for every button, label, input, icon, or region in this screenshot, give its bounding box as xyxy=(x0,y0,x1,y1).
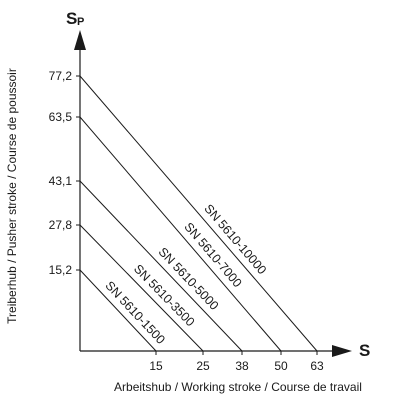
x-axis-symbol: S xyxy=(359,341,370,360)
series-line xyxy=(79,269,157,352)
y-tick-label: 27,8 xyxy=(49,218,73,232)
x-tick-label: 15 xyxy=(149,359,163,373)
y-tick-label: 43,1 xyxy=(49,174,73,188)
series-line xyxy=(79,116,282,352)
ticks: 15,2 27,8 43,1 63,5 77,2 15 25 38 50 63 xyxy=(49,69,324,373)
x-tick-label: 50 xyxy=(274,359,288,373)
series-line xyxy=(79,180,243,352)
series-label: SN 5610-10000 xyxy=(201,202,269,278)
y-axis-arrow xyxy=(74,30,86,50)
x-axis-arrow xyxy=(332,345,352,357)
y-tick-label: 77,2 xyxy=(49,69,73,83)
x-tick-label: 25 xyxy=(196,359,210,373)
x-tick-label: 63 xyxy=(310,359,324,373)
x-tick-label: 38 xyxy=(235,359,249,373)
y-tick-label: 15,2 xyxy=(49,263,73,277)
x-axis-label: Arbeitshub / Working stroke / Course de … xyxy=(114,380,362,394)
y-axis-symbol-sub: P xyxy=(77,16,84,28)
axes xyxy=(74,30,352,357)
series-line xyxy=(79,75,318,352)
y-axis-symbol: S xyxy=(66,9,77,28)
y-tick-label: 63,5 xyxy=(49,110,73,124)
y-axis-label: Treiberhub / Pusher stroke / Course de p… xyxy=(5,68,19,324)
series-line xyxy=(79,224,204,352)
